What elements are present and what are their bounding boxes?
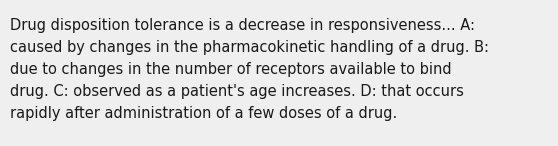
Text: Drug disposition tolerance is a decrease in responsiveness... A:: Drug disposition tolerance is a decrease… bbox=[10, 18, 475, 33]
Text: caused by changes in the pharmacokinetic handling of a drug. B:: caused by changes in the pharmacokinetic… bbox=[10, 40, 489, 55]
Text: rapidly after administration of a few doses of a drug.: rapidly after administration of a few do… bbox=[10, 106, 397, 121]
Text: due to changes in the number of receptors available to bind: due to changes in the number of receptor… bbox=[10, 62, 451, 77]
Text: drug. C: observed as a patient's age increases. D: that occurs: drug. C: observed as a patient's age inc… bbox=[10, 84, 464, 99]
